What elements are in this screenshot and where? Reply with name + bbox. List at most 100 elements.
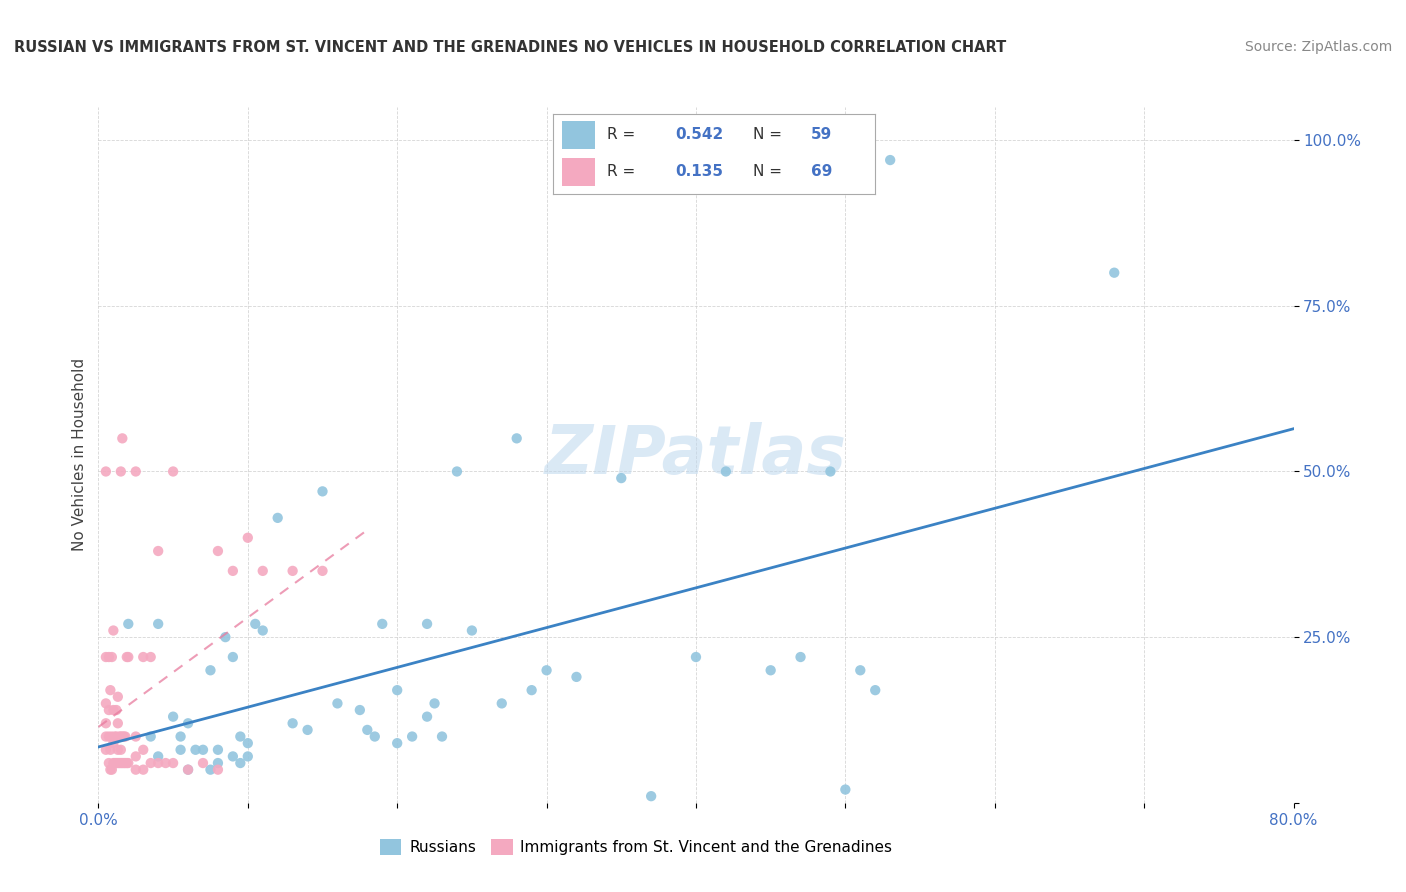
Point — [132, 763, 155, 777]
Point — [222, 650, 245, 665]
Point — [139, 730, 162, 744]
Point — [155, 756, 177, 770]
Point — [132, 743, 155, 757]
Point — [107, 743, 129, 757]
Point — [125, 749, 148, 764]
Point — [229, 730, 252, 744]
Point — [103, 736, 125, 750]
Point — [236, 736, 259, 750]
Point — [104, 756, 127, 770]
Point — [117, 616, 139, 631]
Point — [114, 756, 136, 770]
Point — [94, 697, 117, 711]
Point — [789, 650, 811, 665]
Point — [115, 650, 138, 665]
Point — [245, 616, 267, 631]
Point — [112, 756, 135, 770]
Point — [132, 650, 155, 665]
Point — [103, 703, 125, 717]
Point — [714, 465, 737, 479]
Point — [108, 730, 131, 744]
Point — [98, 763, 122, 777]
Point — [222, 749, 245, 764]
Point — [520, 683, 543, 698]
Point — [222, 564, 245, 578]
Point — [610, 471, 633, 485]
Point — [169, 730, 191, 744]
Point — [267, 511, 290, 525]
Point — [111, 756, 134, 770]
Point — [97, 703, 120, 717]
Point — [115, 756, 138, 770]
Point — [177, 716, 200, 731]
Point — [162, 465, 184, 479]
Point — [879, 153, 901, 167]
Point — [491, 697, 513, 711]
Point — [94, 465, 117, 479]
Point — [297, 723, 319, 737]
Point — [364, 730, 387, 744]
Text: ZIPatlas: ZIPatlas — [546, 422, 846, 488]
Point — [107, 690, 129, 704]
Point — [461, 624, 484, 638]
Point — [385, 736, 409, 750]
Point — [125, 730, 148, 744]
Point — [401, 730, 423, 744]
Point — [148, 749, 170, 764]
Point — [865, 683, 887, 698]
Point — [169, 743, 191, 757]
Point — [236, 749, 259, 764]
Point — [311, 564, 333, 578]
Point — [416, 616, 439, 631]
Point — [94, 743, 117, 757]
Point — [214, 630, 236, 644]
Point — [207, 763, 229, 777]
Point — [111, 431, 134, 445]
Point — [103, 756, 125, 770]
Point — [416, 709, 439, 723]
Point — [565, 670, 588, 684]
Point — [423, 697, 446, 711]
Legend: Russians, Immigrants from St. Vincent and the Grenadines: Russians, Immigrants from St. Vincent an… — [374, 833, 898, 862]
Point — [114, 730, 136, 744]
Point — [94, 716, 117, 731]
Point — [200, 663, 222, 677]
Point — [110, 730, 132, 744]
Text: Source: ZipAtlas.com: Source: ZipAtlas.com — [1244, 40, 1392, 54]
Point — [356, 723, 378, 737]
Point — [110, 465, 132, 479]
Point — [207, 756, 229, 770]
Point — [281, 716, 304, 731]
Point — [640, 789, 662, 804]
Point — [97, 650, 120, 665]
Point — [139, 756, 162, 770]
Point — [98, 683, 122, 698]
Point — [162, 756, 184, 770]
Point — [207, 544, 229, 558]
Point — [191, 756, 214, 770]
Point — [110, 743, 132, 757]
Point — [94, 650, 117, 665]
Point — [101, 763, 124, 777]
Point — [685, 650, 707, 665]
Point — [107, 756, 129, 770]
Point — [125, 465, 148, 479]
Y-axis label: No Vehicles in Household: No Vehicles in Household — [72, 359, 87, 551]
Text: RUSSIAN VS IMMIGRANTS FROM ST. VINCENT AND THE GRENADINES NO VEHICLES IN HOUSEHO: RUSSIAN VS IMMIGRANTS FROM ST. VINCENT A… — [14, 40, 1007, 55]
Point — [820, 465, 842, 479]
Point — [97, 730, 120, 744]
Point — [385, 683, 409, 698]
Point — [105, 756, 128, 770]
Point — [229, 756, 252, 770]
Point — [536, 663, 558, 677]
Point — [430, 730, 453, 744]
Point — [252, 564, 274, 578]
Point — [97, 756, 120, 770]
Point — [105, 703, 128, 717]
Point — [446, 465, 468, 479]
Point — [849, 663, 872, 677]
Point — [326, 697, 349, 711]
Point — [1104, 266, 1126, 280]
Point — [200, 763, 222, 777]
Point — [236, 531, 259, 545]
